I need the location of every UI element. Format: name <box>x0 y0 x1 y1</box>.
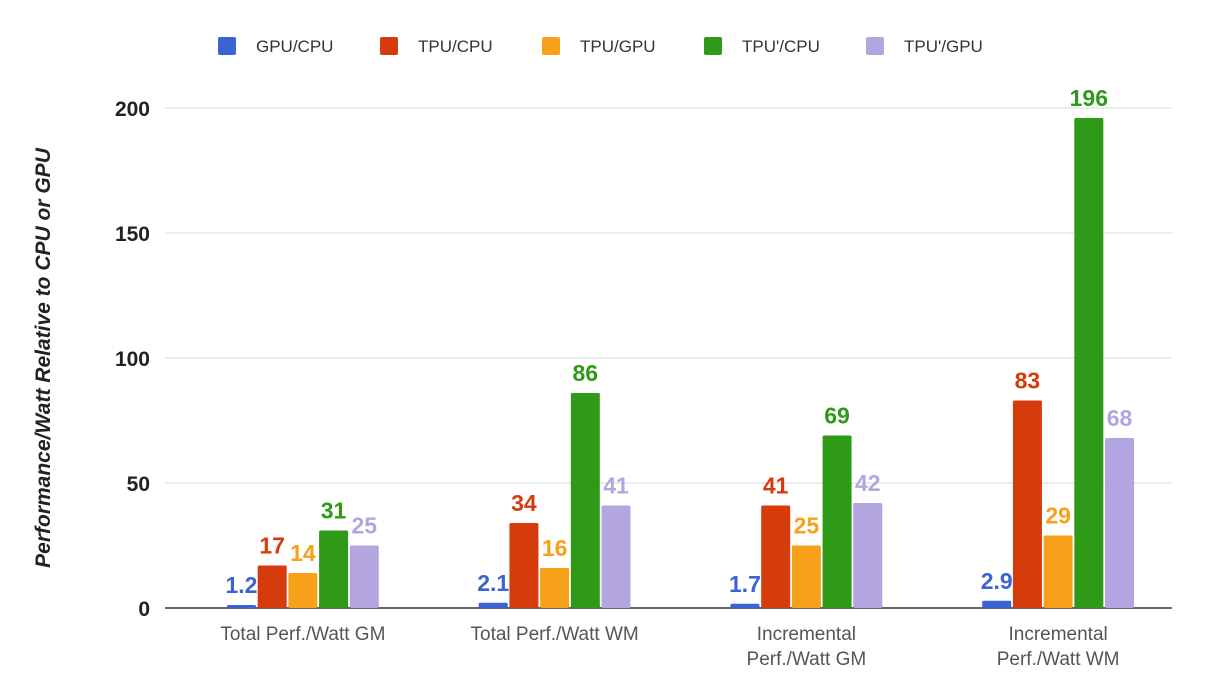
data-label: 25 <box>794 513 820 539</box>
data-label: 68 <box>1107 405 1133 431</box>
y-tick-label: 200 <box>115 98 150 121</box>
bar-tpu-cpu <box>761 505 791 608</box>
x-category-label: Perf./Watt WM <box>997 649 1120 670</box>
x-category-label: Incremental <box>757 624 856 645</box>
legend-label: TPU'/CPU <box>742 37 820 56</box>
data-label: 34 <box>511 490 537 516</box>
x-axis-categories: Total Perf./Watt GM Total Perf./Watt WM In… <box>220 624 1119 670</box>
data-label: 196 <box>1070 85 1108 111</box>
legend-label: TPU/CPU <box>418 37 493 56</box>
bar-tpu-cpu <box>822 435 852 608</box>
data-label: 16 <box>542 535 568 561</box>
data-label: 31 <box>321 498 347 524</box>
bar-tpu-gpu <box>1043 535 1073 608</box>
legend: GPU/CPU TPU/CPU TPU/GPU TPU'/CPU TPU'/GPU <box>218 37 983 56</box>
data-label: 17 <box>259 533 285 559</box>
bar-tpu-gpu <box>791 545 821 608</box>
data-label: 1.2 <box>225 572 257 598</box>
y-tick-label: 50 <box>127 473 150 496</box>
bar-gpu-cpu <box>226 605 256 608</box>
data-labels: 1.217 1431252.1341686411.7412569422.98329… <box>225 85 1132 598</box>
x-category-label: Incremental <box>1008 624 1107 645</box>
y-tick-label: 0 <box>138 598 150 621</box>
bar-tpu-cpu <box>257 565 287 608</box>
bars <box>226 118 1135 608</box>
data-label: 83 <box>1015 368 1041 394</box>
y-tick-label: 100 <box>115 348 150 371</box>
bar-tpu-gpu <box>540 568 570 608</box>
data-label: 41 <box>603 473 629 499</box>
bar-tpu-gpu <box>853 503 883 608</box>
bar-gpu-cpu <box>478 602 508 608</box>
x-category-label: Total Perf./Watt WM <box>471 624 639 645</box>
legend-swatch <box>866 37 884 55</box>
data-label: 25 <box>351 513 377 539</box>
legend-label: TPU'/GPU <box>904 37 983 56</box>
bar-tpu-gpu <box>349 545 379 608</box>
bar-tpu-gpu <box>1105 438 1135 608</box>
bar-tpu-cpu <box>1074 118 1104 608</box>
bar-gpu-cpu <box>730 603 760 608</box>
legend-swatch <box>704 37 722 55</box>
data-label: 42 <box>855 470 881 496</box>
bar-tpu-gpu <box>288 573 318 608</box>
x-category-label: Total Perf./Watt GM <box>220 624 385 645</box>
bar-tpu-cpu <box>509 523 539 608</box>
data-label: 2.9 <box>981 568 1013 594</box>
bar-tpu-gpu <box>601 505 631 608</box>
x-category-label: Perf./Watt GM <box>747 649 867 670</box>
legend-swatch <box>380 37 398 55</box>
legend-swatch <box>542 37 560 55</box>
data-label: 2.1 <box>477 570 509 596</box>
bar-tpu-cpu <box>570 393 600 608</box>
data-label: 86 <box>573 360 599 386</box>
y-axis-ticks: 0 50 100 150 200 <box>115 98 150 621</box>
bar-tpu-cpu <box>319 530 349 608</box>
data-label: 1.7 <box>729 571 761 597</box>
legend-label: TPU/GPU <box>580 37 656 56</box>
data-label: 41 <box>763 473 789 499</box>
y-axis-label: Performance/Watt Relative to CPU or GPU <box>32 147 55 568</box>
data-label: 14 <box>290 540 316 566</box>
data-label: 69 <box>824 403 850 429</box>
y-tick-label: 150 <box>115 223 150 246</box>
data-label: 29 <box>1045 503 1071 529</box>
bar-tpu-cpu <box>1012 400 1042 608</box>
bar-gpu-cpu <box>982 600 1012 608</box>
legend-label: GPU/CPU <box>256 37 333 56</box>
legend-swatch <box>218 37 236 55</box>
